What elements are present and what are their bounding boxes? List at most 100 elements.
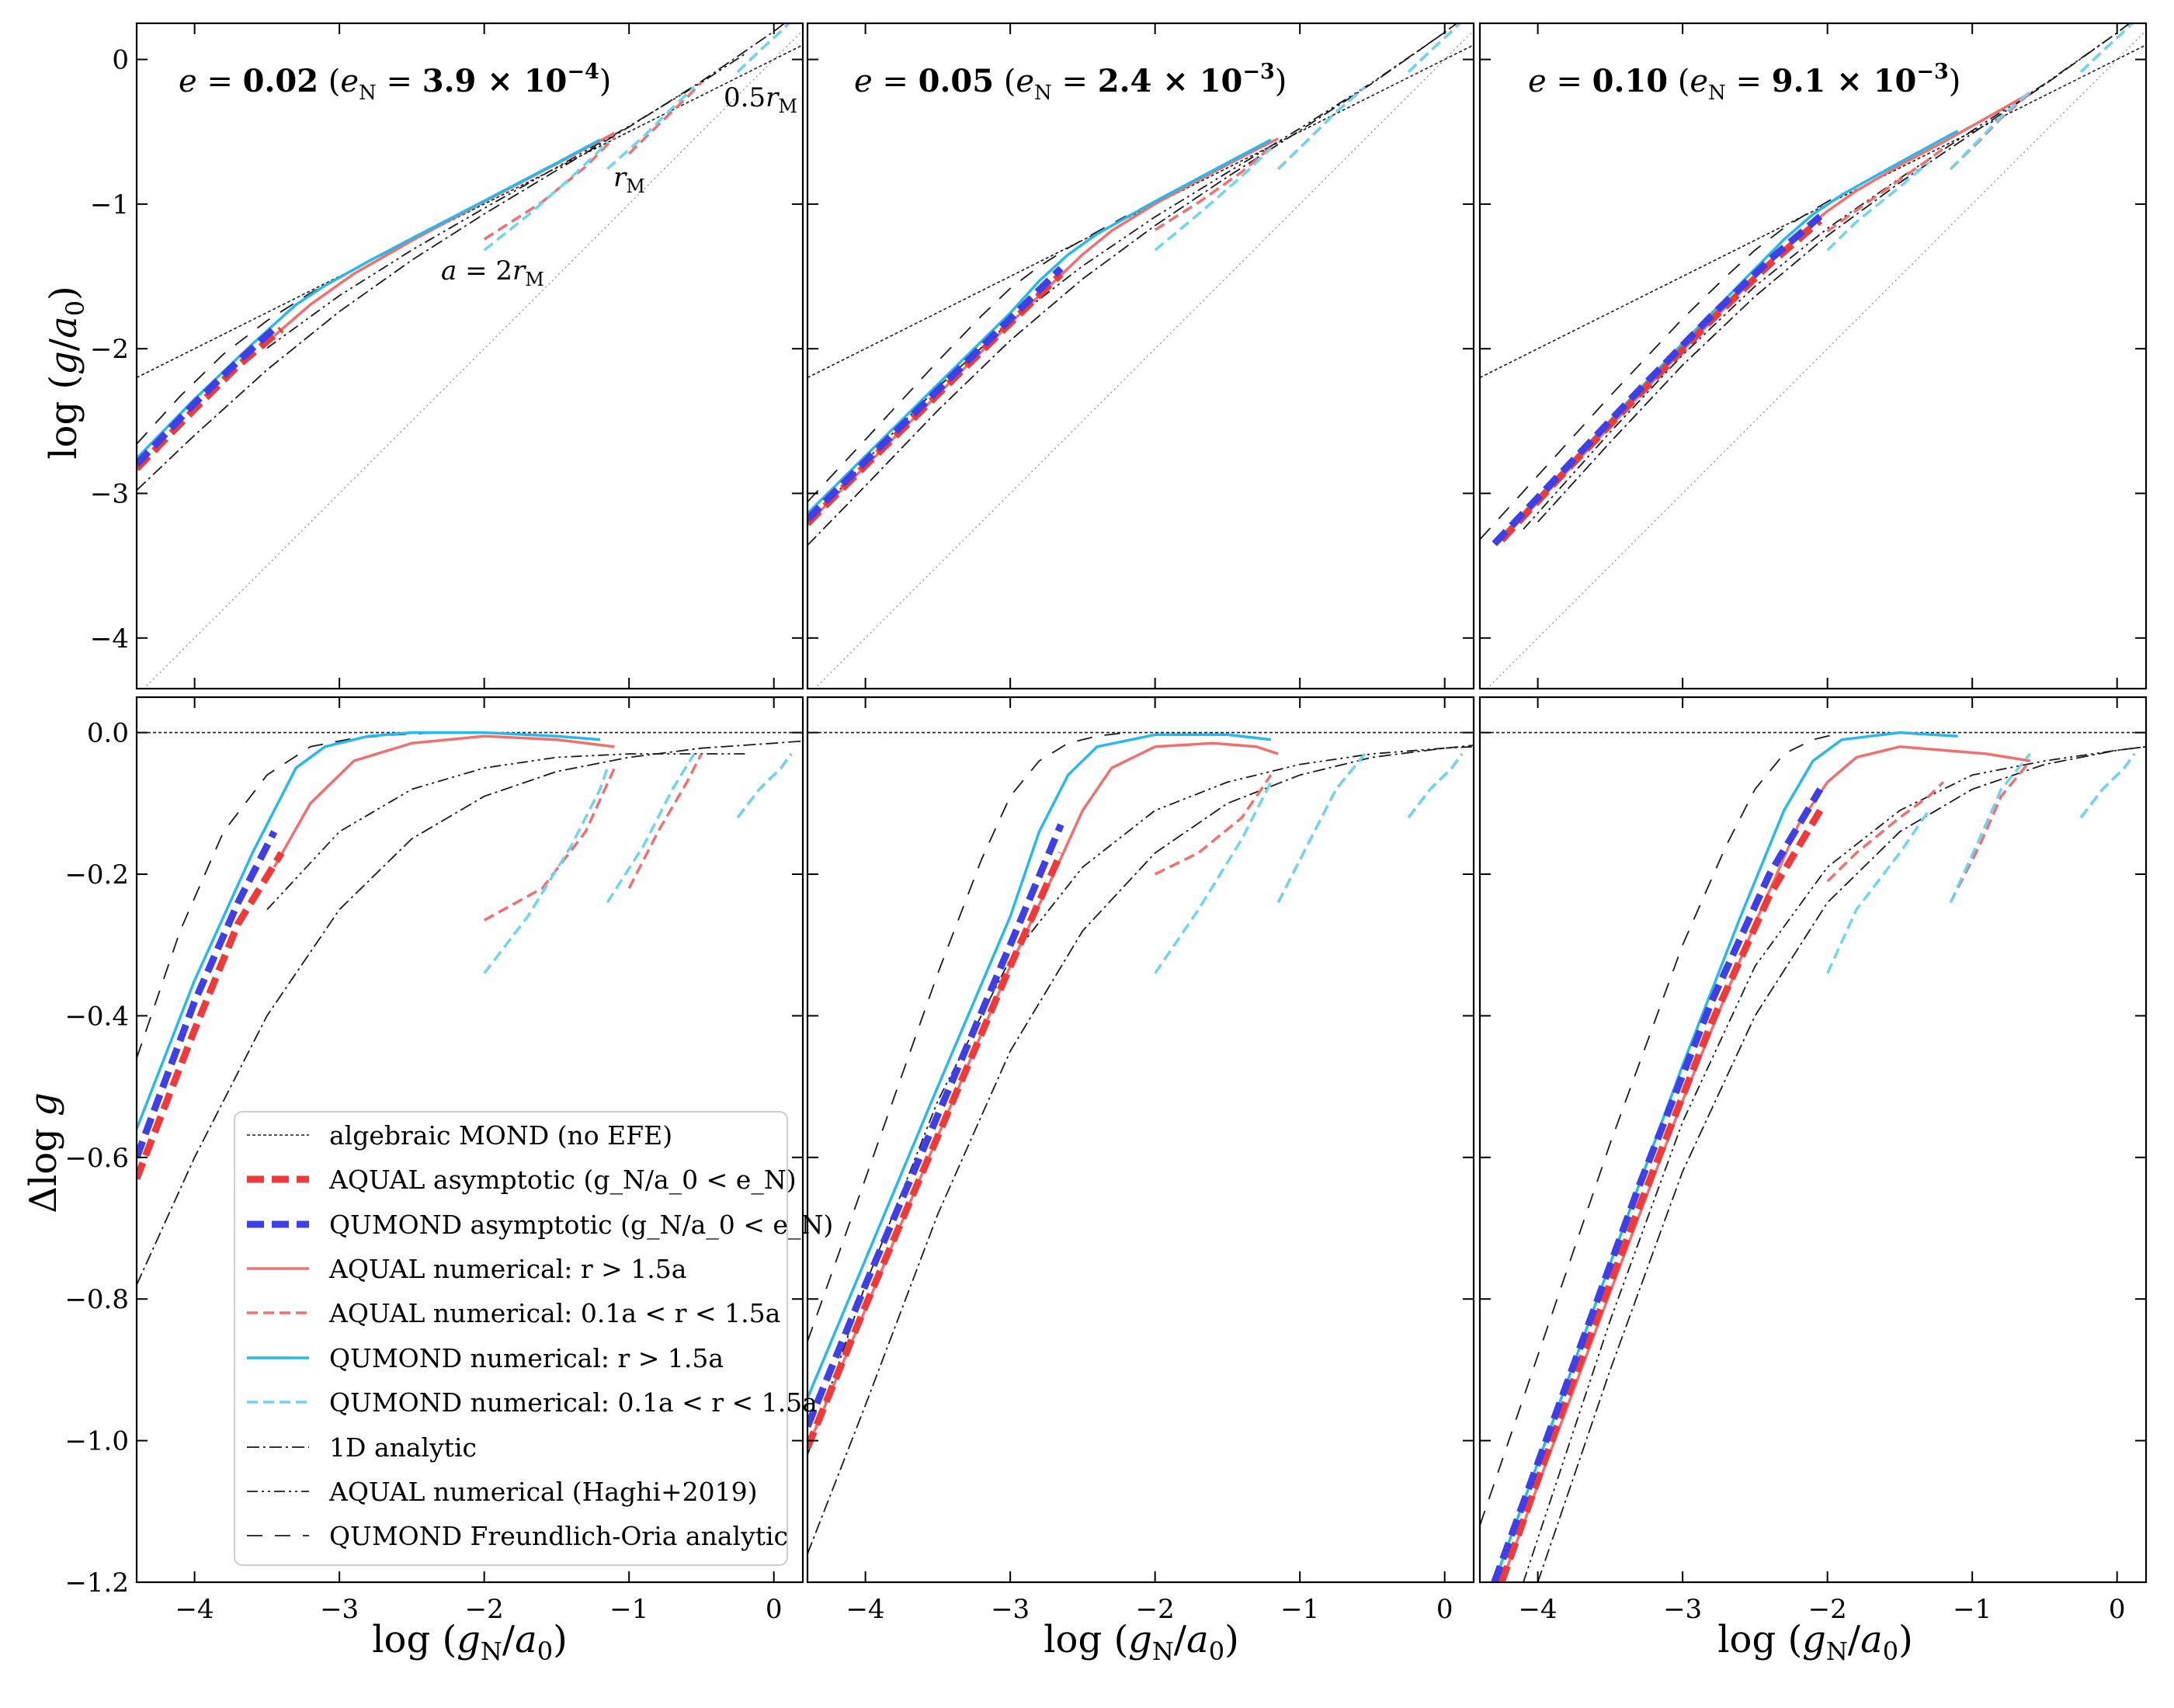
newtonian-line: [1486, 30, 2146, 689]
bottom-panel-3-x-tick-label: −2: [1808, 1594, 1847, 1625]
legend-item-qumond-numerical-inner: QUMOND numerical: 0.1a < r < 1.5a: [247, 1387, 818, 1418]
top-panel-1-axes: 0 −1 −2 −3 −4: [90, 22, 804, 690]
bottom-panel-3-frame: [1478, 696, 2148, 1584]
bottom-1d-analytic-curve: [137, 740, 803, 1286]
legend-item-algebraic-mond: algebraic MOND (no EFE): [247, 1120, 672, 1151]
svg-text:1D analytic: 1D analytic: [329, 1432, 477, 1463]
top-aqual-inner-curve: [483, 136, 616, 241]
legend-box: [234, 1111, 788, 1566]
svg-text:QUMOND asymptotic (g_N/a_0 < e: QUMOND asymptotic (g_N/a_0 < e_N): [329, 1210, 833, 1241]
bottom-aqual-inner-curve: [1154, 774, 1273, 876]
svg-text:AQUAL numerical (Haghi+2019): AQUAL numerical (Haghi+2019): [328, 1477, 758, 1507]
top-qumond-asymptotic-curve: [1492, 214, 1823, 547]
top-qumond-numerical-curve: [137, 138, 601, 460]
bottom-aqual-asymptotic-curve: [807, 851, 1064, 1449]
newtonian-line: [814, 30, 1474, 689]
top-y-axis-label: log (g/a0): [42, 286, 90, 460]
top-panel-2-frame: [806, 22, 1475, 690]
bottom-panel-2-curves: [807, 731, 1474, 1554]
bottom-aqual-numerical-curve: [1500, 745, 2031, 1582]
bottom-panel-2-x-tick-label: −2: [1136, 1594, 1175, 1625]
bottom-qumond-inner-curve: [2079, 752, 2136, 819]
bottom-haghi-curve: [807, 745, 1474, 1456]
legend-item-freundlich-oria: QUMOND Freundlich-Oria analytic: [247, 1521, 788, 1551]
bottom-qumond-inner-curve: [606, 753, 696, 904]
top-panel-1-y-tick-label: −1: [90, 189, 129, 220]
top-qumond-inner-curve: [1407, 23, 1462, 73]
bottom-panel-1-x-tick-label: −3: [320, 1594, 359, 1625]
top-panel-1-curves: [137, 23, 803, 689]
bottom-aqual-asymptotic-curve: [137, 851, 285, 1180]
top-panel-1-y-tick-label: −3: [90, 478, 129, 509]
bottom-panel-1-x-tick-label: −2: [465, 1594, 504, 1625]
top-qumond-inner-curve: [1276, 85, 1367, 170]
bottom-freundlich-oria-curve: [1480, 731, 1842, 1526]
bottom-panel-1-x-tick-label: −1: [609, 1594, 648, 1625]
bottom-qumond-asymptotic-curve: [137, 830, 278, 1159]
bottom-panel-1-y-tick-label: −0.4: [64, 1001, 129, 1032]
bottom-qumond-numerical-curve: [807, 733, 1272, 1399]
legend-item-aqual-numerical-outer: AQUAL numerical: r > 1.5a: [247, 1254, 686, 1284]
bottom-qumond-inner-curve: [1826, 809, 1930, 974]
x-axis-label-3: log (gN/a0): [1717, 1618, 1913, 1666]
top-panel-1-y-tick-label: −2: [90, 334, 129, 365]
top-panel-3-curves: [1480, 23, 2146, 689]
top-aqual-numerical-curve: [273, 131, 616, 337]
bottom-panel-3-x-tick-label: −3: [1663, 1594, 1702, 1625]
bottom-qumond-inner-curve: [736, 752, 793, 819]
top-1d-analytic-curve: [1537, 23, 2131, 522]
bottom-panel-3-x-tick-label: −1: [1953, 1594, 1992, 1625]
bottom-haghi-curve: [1523, 745, 2146, 1582]
deep-mond-line: [1480, 44, 2146, 379]
bottom-aqual-inner-curve: [1276, 752, 1367, 904]
top-haghi-curve: [807, 23, 1458, 526]
top-freundlich-oria-curve: [1480, 193, 1842, 540]
top-qumond-inner-curve: [2079, 23, 2134, 73]
svg-text:AQUAL numerical: r > 1.5a: AQUAL numerical: r > 1.5a: [328, 1254, 686, 1284]
bottom-panel-1-y-tick-label: −0.2: [64, 859, 129, 890]
bottom-qumond-numerical-curve: [137, 731, 601, 1130]
x-axis-label-1: log (gN/a0): [372, 1618, 568, 1666]
top-qumond-inner-curve: [1826, 161, 1930, 252]
bottom-aqual-inner-curve: [1826, 781, 1945, 883]
svg-text:AQUAL numerical: 0.1a < r < 1.: AQUAL numerical: 0.1a < r < 1.5a: [328, 1298, 780, 1328]
top-panel-1-y-tick-label: −4: [90, 623, 129, 654]
bottom-panel-1-y-tick-label: −1.0: [64, 1426, 129, 1457]
top-aqual-inner-curve: [627, 82, 703, 155]
bottom-panel-2-x-tick-label: −1: [1280, 1594, 1319, 1625]
top-qumond-inner-curve: [606, 85, 696, 171]
bottom-panel-3-x-tick-label: −4: [1519, 1594, 1558, 1625]
panel-title-1: e = 0.02 (eN = 3.9 × 10−4): [179, 60, 611, 105]
bottom-panel-3-axes: −4 −3 −2 −1 0: [1478, 696, 2148, 1625]
top-aqual-inner-curve: [1826, 147, 1944, 233]
bottom-qumond-inner-curve: [483, 767, 609, 974]
bottom-aqual-inner-curve: [483, 767, 616, 922]
bottom-panel-1-axes: −4 −3 −2 −1 0 0.0 −0.2 −0.4 −0.6 −0.8 −1.0 −1.2: [64, 696, 804, 1625]
legend-item-haghi-2019: AQUAL numerical (Haghi+2019): [247, 1477, 758, 1507]
top-qumond-asymptotic-curve: [137, 325, 277, 467]
bottom-1d-analytic-curve: [807, 745, 1474, 1554]
bottom-aqual-inner-curve: [627, 753, 703, 889]
top-1d-analytic-curve: [137, 23, 786, 491]
annotation-half-rm: 0.5rM: [724, 82, 797, 117]
bottom-panel-1-y-tick-label: 0.0: [87, 718, 129, 749]
legend-item-qumond-numerical-outer: QUMOND numerical: r > 1.5a: [247, 1343, 724, 1373]
top-aqual-asymptotic-curve: [1499, 217, 1823, 543]
bottom-panel-1-y-tick-label: −1.2: [64, 1567, 129, 1599]
top-panel-1-frame: [135, 22, 804, 690]
bottom-freundlich-oria-curve: [137, 731, 441, 1059]
top-qumond-numerical-curve: [807, 138, 1272, 515]
svg-text:QUMOND numerical: 0.1a < r < 1: QUMOND numerical: 0.1a < r < 1.5a: [329, 1387, 818, 1418]
bottom-aqual-inner-curve: [1949, 759, 2032, 904]
bottom-panel-1-y-tick-label: −0.6: [64, 1143, 129, 1174]
bottom-panel-1-curves: [137, 731, 803, 1286]
bottom-y-axis-label: Δlog g: [22, 1092, 65, 1213]
top-qumond-inner-curve: [1154, 148, 1273, 252]
bottom-haghi-curve: [266, 753, 745, 911]
top-1d-analytic-curve: [807, 23, 1458, 546]
panel-title-3: e = 0.10 (eN = 9.1 × 10−3): [1528, 60, 1960, 105]
top-qumond-asymptotic-curve: [807, 266, 1064, 522]
bottom-aqual-numerical-curve: [273, 734, 615, 868]
top-qumond-inner-curve: [736, 23, 791, 73]
